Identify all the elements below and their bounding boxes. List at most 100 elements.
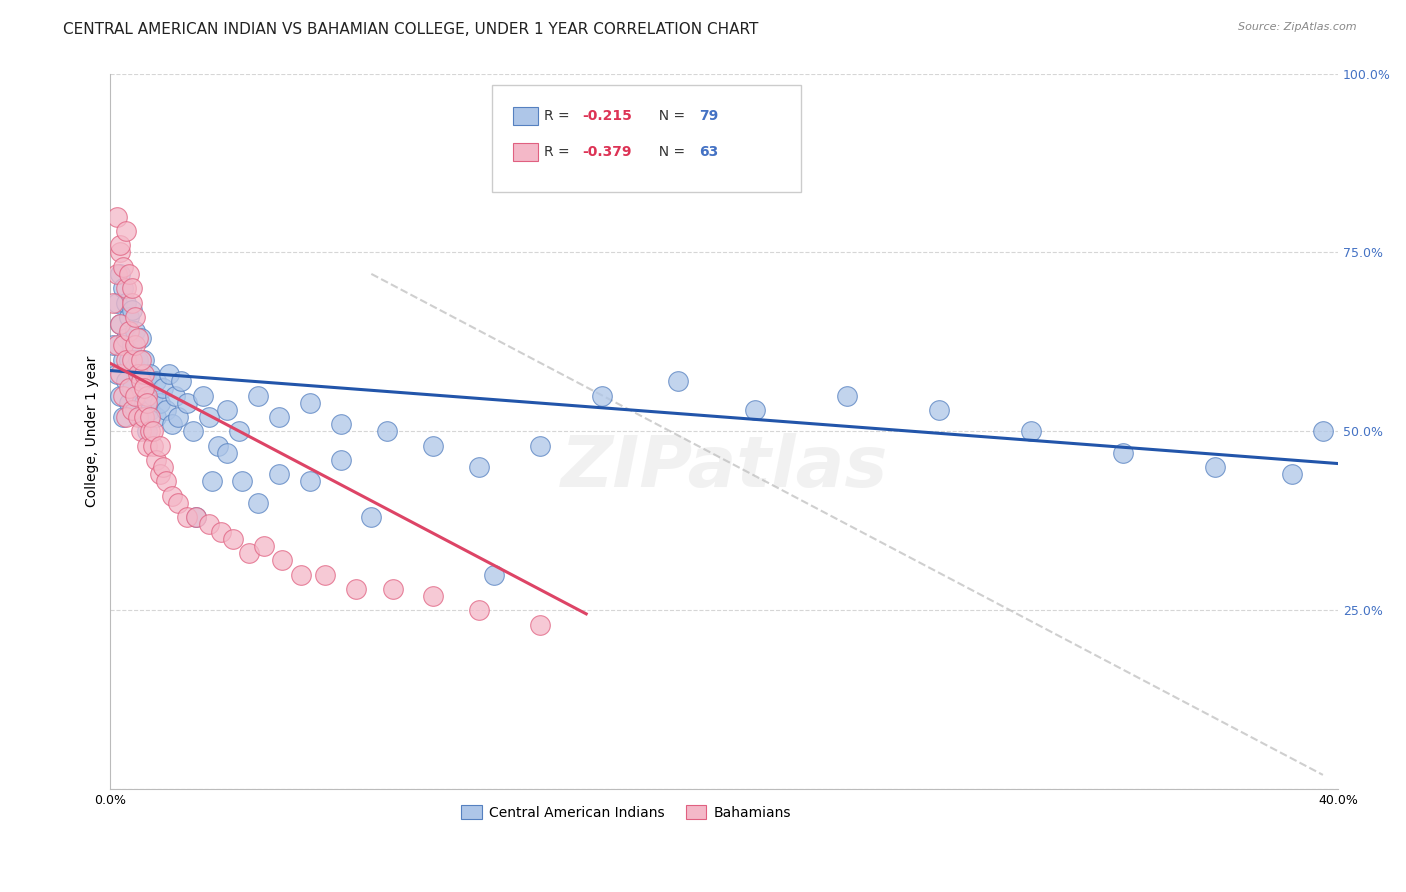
- Point: [136, 374, 159, 388]
- Point: [127, 352, 149, 367]
- Point: [163, 388, 186, 402]
- Point: [344, 582, 367, 596]
- Point: [1312, 425, 1334, 439]
- Point: [468, 603, 491, 617]
- Point: [422, 589, 444, 603]
- Point: [114, 224, 136, 238]
- Point: [134, 367, 156, 381]
- Point: [197, 410, 219, 425]
- Point: [118, 352, 141, 367]
- Point: [186, 510, 208, 524]
- Point: [105, 367, 128, 381]
- Point: [136, 425, 159, 439]
- Point: [314, 567, 336, 582]
- Point: [231, 475, 253, 489]
- Text: CENTRAL AMERICAN INDIAN VS BAHAMIAN COLLEGE, UNDER 1 YEAR CORRELATION CHART: CENTRAL AMERICAN INDIAN VS BAHAMIAN COLL…: [63, 22, 759, 37]
- Point: [105, 267, 128, 281]
- Point: [197, 517, 219, 532]
- Point: [142, 425, 165, 439]
- Point: [127, 388, 149, 402]
- Point: [529, 617, 551, 632]
- Point: [121, 295, 143, 310]
- Text: -0.215: -0.215: [582, 109, 631, 123]
- Point: [105, 338, 128, 352]
- Point: [209, 524, 232, 539]
- Text: 63: 63: [699, 145, 718, 159]
- Point: [129, 374, 152, 388]
- Point: [928, 403, 950, 417]
- Point: [468, 460, 491, 475]
- Point: [246, 388, 269, 402]
- Point: [124, 359, 146, 374]
- Point: [238, 546, 260, 560]
- Point: [215, 403, 238, 417]
- Point: [422, 439, 444, 453]
- Point: [360, 510, 382, 524]
- Point: [121, 381, 143, 395]
- Point: [136, 439, 159, 453]
- Point: [837, 388, 859, 402]
- Point: [105, 210, 128, 224]
- Point: [108, 267, 131, 281]
- Point: [129, 352, 152, 367]
- Point: [170, 374, 193, 388]
- Point: [1112, 446, 1135, 460]
- Point: [111, 260, 134, 274]
- Point: [228, 425, 250, 439]
- Point: [155, 403, 177, 417]
- Point: [121, 352, 143, 367]
- Point: [108, 317, 131, 331]
- Point: [124, 324, 146, 338]
- Point: [329, 453, 352, 467]
- Point: [127, 367, 149, 381]
- Point: [134, 396, 156, 410]
- Point: [111, 388, 134, 402]
- Point: [744, 403, 766, 417]
- Point: [121, 302, 143, 317]
- Point: [148, 467, 170, 482]
- Point: [111, 410, 134, 425]
- Point: [152, 381, 174, 395]
- Point: [118, 381, 141, 395]
- Text: Source: ZipAtlas.com: Source: ZipAtlas.com: [1239, 22, 1357, 32]
- Point: [105, 295, 128, 310]
- Text: 79: 79: [699, 109, 718, 123]
- Point: [111, 338, 134, 352]
- Point: [167, 410, 190, 425]
- Point: [134, 410, 156, 425]
- Point: [114, 331, 136, 345]
- Point: [121, 403, 143, 417]
- Point: [186, 510, 208, 524]
- Point: [129, 410, 152, 425]
- Point: [191, 388, 214, 402]
- Point: [108, 388, 131, 402]
- Point: [298, 396, 321, 410]
- Text: N =: N =: [650, 145, 689, 159]
- Point: [134, 381, 156, 395]
- Point: [207, 439, 229, 453]
- Text: R =: R =: [544, 109, 574, 123]
- Point: [298, 475, 321, 489]
- Point: [201, 475, 224, 489]
- Point: [139, 425, 162, 439]
- Point: [176, 396, 198, 410]
- Point: [145, 374, 167, 388]
- Point: [139, 403, 162, 417]
- Point: [142, 388, 165, 402]
- Point: [155, 475, 177, 489]
- Point: [111, 281, 134, 295]
- Point: [118, 396, 141, 410]
- Point: [136, 388, 159, 402]
- Y-axis label: College, Under 1 year: College, Under 1 year: [86, 356, 100, 507]
- Point: [152, 460, 174, 475]
- Text: -0.379: -0.379: [582, 145, 631, 159]
- Point: [118, 310, 141, 324]
- Point: [271, 553, 294, 567]
- Point: [121, 338, 143, 352]
- Point: [127, 410, 149, 425]
- Point: [222, 532, 245, 546]
- Point: [114, 295, 136, 310]
- Point: [139, 367, 162, 381]
- Point: [134, 352, 156, 367]
- Point: [118, 324, 141, 338]
